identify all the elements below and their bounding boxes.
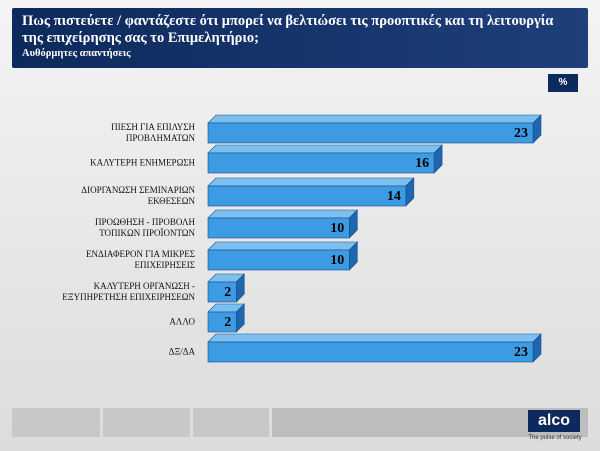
value-label: 2 [224, 315, 231, 330]
category-label: ΚΑΛΥΤΕΡΗ ΕΝΗΜΕΡΩΣΗ [90, 157, 195, 168]
tagline: The pulse of society [528, 435, 582, 441]
category-label: ΔΞ/ΔΑ [168, 346, 195, 357]
footer-strip [12, 408, 588, 437]
category-label: ΠΙΕΣΗ ΓΙΑ ΕΠΙΛΥΣΗ ΠΡΟΒΛΗΜΑΤΩΝ [111, 122, 195, 143]
value-label: 2 [224, 285, 231, 300]
title-bar: Πως πιστεύετε / φαντάζεστε ότι μπορεί να… [12, 8, 588, 68]
chart-subtitle: Αυθόρμητες απαντήσεις [22, 48, 131, 59]
category-label: ΕΝΔΙΑΦΕΡΟΝ ΓΙΑ ΜΙΚΡΕΣ ΕΠΙΧΕΙΡΗΣΕΙΣ [86, 249, 195, 270]
chart-title: Πως πιστεύετε / φαντάζεστε ότι μπορεί να… [22, 13, 554, 46]
bar [207, 217, 350, 239]
bar-top [207, 177, 415, 187]
bar [207, 185, 407, 207]
bar [207, 152, 435, 174]
value-label: 23 [514, 126, 528, 141]
bar [207, 281, 237, 303]
logo: alco [528, 410, 580, 432]
bar-top [207, 144, 443, 154]
footer-block [193, 408, 269, 437]
bar-top [207, 114, 542, 124]
value-label: 14 [387, 189, 401, 204]
bar [207, 249, 350, 271]
bar-top [207, 209, 359, 219]
bar [207, 341, 534, 363]
category-label: ΚΑΛΥΤΕΡΗ ΟΡΓΑΝΩΣΗ - ΕΞΥΠΗΡΕΤΗΣΗ ΕΠΙΧΕΙΡΗ… [62, 281, 195, 302]
value-label: 10 [330, 253, 344, 268]
bar-top [207, 241, 359, 251]
category-label: ΑΛΛΟ [169, 316, 195, 327]
bar [207, 122, 534, 144]
footer-block [102, 408, 191, 437]
value-label: 16 [415, 156, 429, 171]
bar [207, 311, 237, 333]
value-label: 23 [514, 345, 528, 360]
category-label: ΠΡΟΩΘΗΣΗ - ΠΡΟΒΟΛΗ ΤΟΠΙΚΩΝ ΠΡΟΪΟΝΤΩΝ [94, 217, 195, 238]
footer-block [12, 408, 100, 437]
unit-label: % [548, 74, 578, 92]
bar-top [207, 333, 542, 343]
category-label: ΔΙΟΡΓΑΝΩΣΗ ΣΕΜΙΝΑΡΙΩΝ ΕΚΘΕΣΕΩΝ [81, 185, 195, 206]
value-label: 10 [330, 221, 344, 236]
